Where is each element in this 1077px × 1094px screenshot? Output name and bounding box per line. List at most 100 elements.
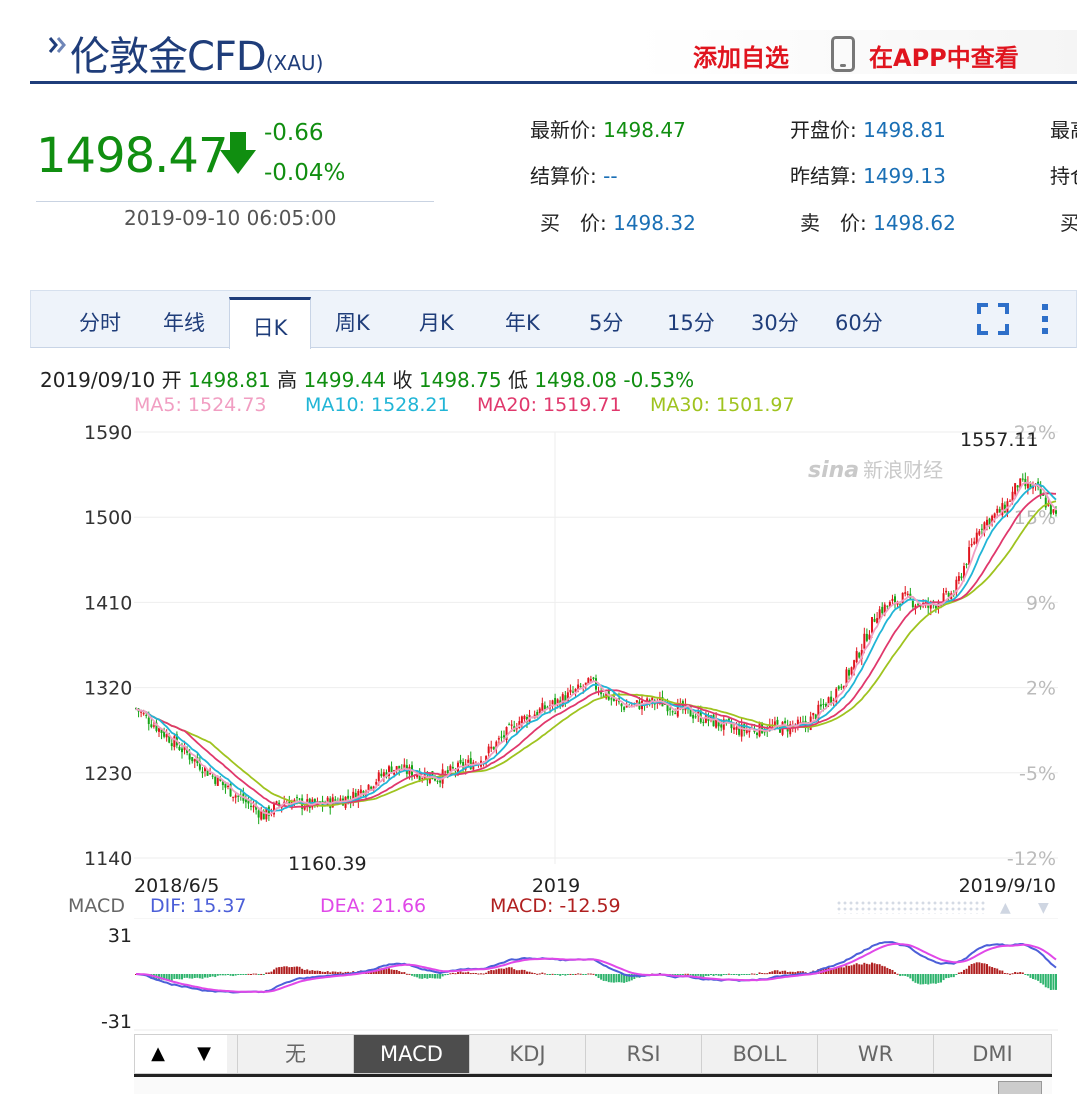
tab-30min[interactable]: 30分 — [751, 311, 799, 335]
indicator-dmi[interactable]: DMI — [933, 1035, 1051, 1073]
candle-body — [883, 604, 886, 615]
macd-bar — [597, 974, 600, 978]
macd-bar — [457, 972, 459, 974]
more-menu-icon[interactable] — [1035, 301, 1055, 337]
candle-body — [983, 522, 986, 533]
indicator-wr[interactable]: WR — [817, 1035, 933, 1073]
tab-monthly-k[interactable]: 月K — [419, 311, 454, 335]
macd-bar — [791, 971, 794, 974]
macd-bar — [193, 974, 196, 978]
ma10-line — [135, 483, 1057, 813]
y-tick-label: 1590 — [84, 422, 132, 444]
macd-bar — [766, 973, 769, 975]
candle-body — [459, 759, 462, 764]
candle-body — [485, 755, 488, 762]
macd-bar — [837, 967, 840, 974]
candle-body — [991, 515, 994, 523]
tab-weekly-k[interactable]: 周K — [335, 311, 370, 335]
candle-body — [876, 618, 879, 624]
macd-bar — [515, 970, 518, 974]
candle-body — [508, 724, 511, 726]
candle-body — [819, 704, 822, 707]
macd-bar — [1047, 974, 1050, 989]
ma20-value: MA20: 1519.71 — [477, 394, 622, 416]
candle-body — [390, 766, 393, 774]
macd-bar — [444, 974, 447, 976]
macd-bar — [270, 971, 273, 974]
macd-bar — [296, 966, 298, 974]
macd-bar — [285, 966, 288, 974]
macd-up-icon[interactable]: ▲ — [1000, 900, 1011, 916]
tab-daily-k[interactable]: 日K — [229, 297, 311, 349]
macd-bar — [620, 974, 623, 983]
macd-bar — [906, 974, 909, 977]
candle-body — [359, 789, 362, 793]
fullscreen-icon[interactable] — [977, 303, 1009, 335]
candle-body — [955, 579, 958, 593]
macd-bar — [756, 974, 758, 975]
macd-bar — [428, 974, 431, 978]
candle-body — [625, 705, 628, 708]
macd-bar — [940, 974, 942, 983]
indicator-boll[interactable]: BOLL — [701, 1035, 817, 1073]
candle-body — [756, 732, 758, 736]
candle-body — [370, 786, 373, 789]
tab-60min[interactable]: 60分 — [835, 311, 883, 335]
macd-bar — [472, 972, 475, 974]
tab-yearly-k[interactable]: 年K — [505, 311, 540, 335]
candle-body — [515, 728, 518, 730]
macd-bar — [574, 973, 577, 975]
macd-bar — [234, 974, 237, 976]
macd-bar — [183, 974, 186, 978]
tab-intraday[interactable]: 分时 — [79, 311, 121, 335]
indicator-rsi[interactable]: RSI — [585, 1035, 701, 1073]
macd-bar — [319, 971, 321, 974]
macd-bar — [160, 974, 163, 980]
tab-5min[interactable]: 5分 — [589, 311, 624, 335]
macd-bar — [1034, 974, 1037, 980]
candle-body — [178, 746, 181, 750]
indicator-none[interactable]: 无 — [237, 1035, 353, 1073]
macd-bar — [239, 974, 242, 975]
macd-bar — [681, 974, 684, 975]
move-up-button[interactable]: ▲ — [135, 1035, 181, 1073]
candle-body — [842, 685, 845, 690]
indicator-tabs: ▲ ▼ 无 MACD KDJ RSI BOLL WR DMI — [134, 1034, 1052, 1074]
candle-body — [219, 778, 222, 781]
scroll-thumb[interactable] — [998, 1081, 1042, 1094]
macd-bar — [612, 974, 615, 983]
macd-bar — [413, 974, 416, 977]
candle-body — [865, 633, 868, 641]
macd-bar — [393, 969, 396, 974]
indicator-kdj[interactable]: KDJ — [469, 1035, 585, 1073]
macd-bar — [917, 974, 919, 984]
macd-bar — [497, 968, 500, 974]
macd-bar — [224, 974, 227, 976]
macd-down-icon[interactable]: ▼ — [1038, 900, 1049, 916]
move-down-button[interactable]: ▼ — [181, 1035, 227, 1073]
view-in-app-button[interactable]: 在APP中查看 — [869, 44, 1019, 72]
range-scrollbar[interactable] — [134, 1074, 1052, 1094]
candle-body — [812, 713, 815, 716]
candle-body — [564, 695, 567, 703]
macd-bar — [702, 974, 705, 978]
cut-field: 买 — [1060, 211, 1077, 235]
macd-bar — [592, 973, 595, 975]
candlestick-chart[interactable]: 1590 22% 1500 15% 1410 9% 1320 2% 1230 -5% 1140 -12… — [0, 412, 1077, 892]
tab-15min[interactable]: 15分 — [667, 311, 715, 335]
y-tick-label: 1140 — [84, 848, 132, 870]
candle-body — [273, 803, 275, 815]
indicator-macd[interactable]: MACD — [353, 1035, 469, 1073]
macd-bar — [715, 974, 718, 976]
candle-body — [986, 519, 988, 525]
macd-bar — [326, 971, 329, 974]
candle-body — [467, 759, 470, 764]
candle-body — [543, 705, 546, 710]
macd-bar — [518, 970, 521, 974]
macd-bar — [324, 971, 327, 974]
macd-bar — [339, 971, 342, 974]
candle-body — [536, 711, 539, 716]
add-watchlist-button[interactable]: 添加自选 — [693, 44, 789, 72]
tab-yearline[interactable]: 年线 — [163, 311, 205, 335]
ma30-value: MA30: 1501.97 — [650, 394, 795, 416]
